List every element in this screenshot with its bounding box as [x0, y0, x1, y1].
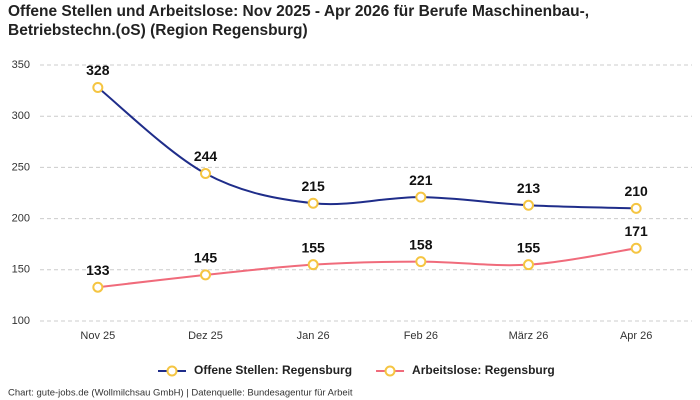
x-tick-label: Feb 26 [404, 330, 438, 342]
x-tick-label: März 26 [509, 330, 549, 342]
x-tick-label: Apr 26 [620, 330, 652, 342]
legend-marker [384, 365, 396, 377]
x-tick-label: Dez 25 [188, 330, 223, 342]
data-label: 145 [194, 250, 218, 266]
series-line [97, 86, 637, 210]
y-tick-label: 100 [12, 315, 30, 327]
y-tick-label: 150 [12, 264, 30, 276]
chart-title: Betriebstechn.(oS) (Region Regensburg) [8, 22, 308, 39]
data-label: 215 [301, 178, 325, 194]
series-line [97, 247, 637, 289]
data-label: 155 [517, 239, 541, 255]
point-marker [307, 259, 319, 271]
data-label: 133 [86, 262, 110, 278]
data-label: 155 [301, 239, 325, 255]
legend-label: Arbeitslose: Regensburg [412, 363, 555, 377]
legend-label: Offene Stellen: Regensburg [194, 363, 352, 377]
x-tick-label: Nov 25 [80, 330, 115, 342]
data-label: 210 [624, 183, 648, 199]
point-marker [415, 256, 427, 268]
point-marker [630, 242, 642, 254]
y-tick-label: 350 [12, 59, 30, 71]
point-marker [415, 191, 427, 203]
point-marker [92, 281, 104, 293]
source-note: Chart: gute-jobs.de (Wollmilchsau GmbH) … [8, 388, 353, 399]
point-marker [523, 259, 534, 271]
point-marker [523, 199, 534, 211]
y-tick-label: 250 [12, 161, 30, 173]
y-tick-label: 200 [12, 213, 30, 225]
data-label: 328 [86, 62, 110, 78]
x-tick-label: Jan 26 [297, 330, 330, 342]
data-label: 244 [194, 148, 218, 164]
point-marker [200, 269, 211, 281]
data-label: 221 [409, 172, 433, 188]
data-label: 171 [624, 223, 648, 239]
point-marker [307, 197, 319, 209]
point-marker [630, 202, 642, 214]
chart-title: Offene Stellen und Arbeitslose: Nov 2025… [8, 3, 589, 20]
y-tick-label: 300 [12, 110, 30, 122]
legend-marker [166, 365, 178, 377]
point-marker [92, 82, 104, 94]
point-marker [200, 168, 211, 180]
data-label: 158 [409, 236, 433, 252]
data-label: 213 [517, 180, 541, 196]
